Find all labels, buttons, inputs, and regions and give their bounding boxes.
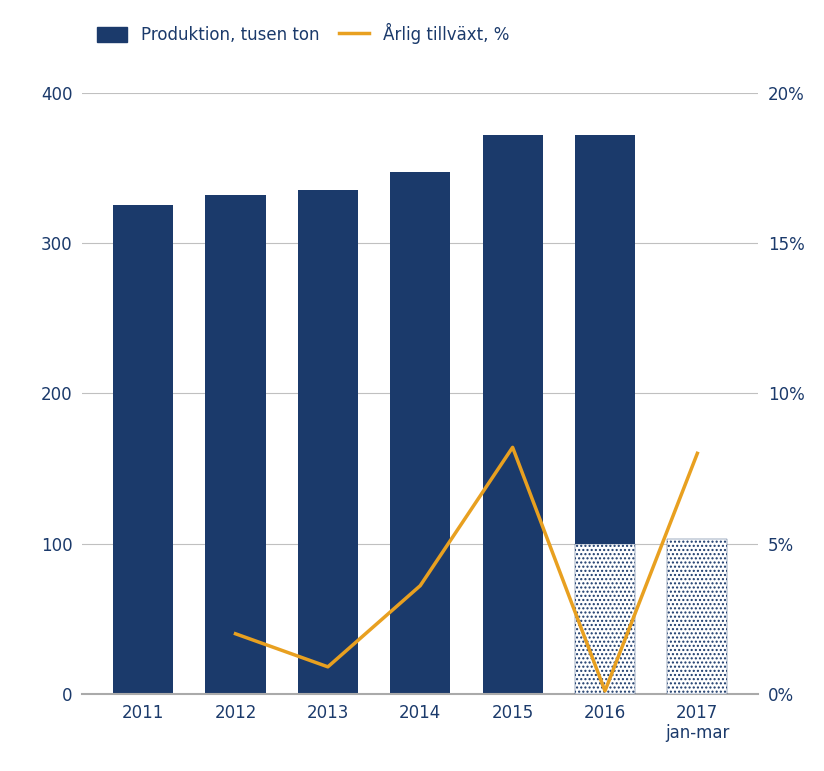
Bar: [297, 190, 358, 694]
Bar: [667, 539, 728, 694]
Bar: [483, 135, 543, 694]
Bar: [575, 135, 635, 694]
Bar: [205, 195, 265, 694]
Legend: Produktion, tusen ton, Årlig tillväxt, %: Produktion, tusen ton, Årlig tillväxt, %: [97, 22, 509, 44]
Bar: [113, 205, 173, 694]
Bar: [575, 544, 635, 694]
Bar: [391, 172, 450, 694]
